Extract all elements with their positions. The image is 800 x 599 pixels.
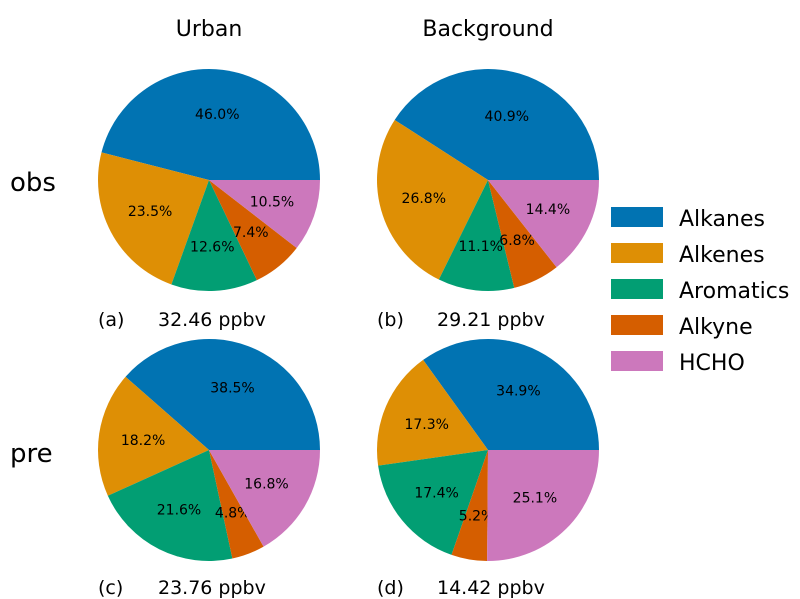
pie-slice-hcho: [209, 180, 320, 249]
pie-slice-hcho: [488, 180, 599, 268]
legend-swatch-hcho: [611, 351, 663, 371]
pie-value-label-alkyne: 7.4%: [233, 225, 269, 241]
pie-panel-b: 40.9% 26.8% 11.1%6.8% 14.4%: [377, 69, 599, 292]
pie-value-label-aromatics: 21.6%: [157, 503, 201, 519]
pie-slice-alkenes: [97, 376, 209, 496]
pie-slice-alkenes: [98, 152, 209, 285]
pie-panel-d: 34.9% 17.3% 17.4%5.2% 25.1%: [376, 338, 599, 562]
row-label-obs: obs: [10, 168, 56, 198]
legend-swatch-aromatics: [611, 279, 663, 299]
pie-value-label-hcho: 16.8%: [244, 477, 288, 493]
pie-value-label-aromatics: 17.4%: [414, 485, 458, 501]
legend-label-aromatics: Aromatics: [679, 279, 789, 304]
legend-swatch-alkyne: [611, 315, 663, 335]
pie-value-label-hcho: 25.1%: [513, 490, 557, 506]
pie-slice-alkanes: [423, 338, 599, 450]
legend: Alkanes Alkenes Aromatics Alkyne HCHO: [611, 207, 789, 376]
pie-panel-a: 46.0% 23.5% 12.6%7.4% 10.5%: [98, 69, 321, 292]
pie-slice-hcho: [209, 450, 320, 547]
pie-slice-aromatics: [107, 450, 233, 562]
pie-slice-alkyne: [209, 450, 264, 559]
pie-slice-alkenes: [376, 359, 488, 466]
pie-value-label-alkenes: 18.2%: [121, 433, 165, 449]
pie-slice-alkyne: [209, 180, 297, 281]
panel-label-a: (a): [98, 309, 124, 331]
panel-total-a: 32.46 ppbv: [158, 309, 266, 331]
pie-slice-alkanes: [394, 69, 599, 180]
legend-label-alkenes: Alkenes: [679, 243, 765, 268]
pie-slice-alkyne: [451, 450, 488, 561]
row-label-pre: pre: [10, 439, 53, 469]
pie-value-label-alkyne: 5.2%: [459, 509, 495, 525]
pie-value-label-alkanes: 34.9%: [496, 384, 540, 400]
panel-label-c: (c): [98, 577, 123, 599]
column-title-urban: Urban: [176, 17, 243, 42]
panel-total-d: 14.42 ppbv: [437, 577, 545, 599]
pie-value-label-alkanes: 40.9%: [485, 109, 529, 125]
pie-panel-c: 38.5% 18.2% 21.6% 4.8% 16.8%: [97, 339, 320, 562]
legend-swatch-alkanes: [611, 207, 663, 227]
pie-value-label-alkanes: 46.0%: [195, 107, 239, 123]
pie-slice-alkenes: [377, 119, 488, 280]
legend-label-alkanes: Alkanes: [679, 207, 765, 232]
panel-total-c: 23.76 ppbv: [158, 577, 266, 599]
panel-label-b: (b): [377, 309, 404, 331]
pie-value-label-aromatics: 12.6%: [190, 240, 234, 256]
pie-slice-aromatics: [171, 180, 257, 292]
pie-value-label-hcho: 14.4%: [526, 202, 570, 218]
pie-slice-alkanes: [101, 69, 321, 180]
pie-slice-aromatics: [378, 450, 488, 555]
legend-label-alkyne: Alkyne: [679, 315, 753, 340]
pie-slice-alkanes: [125, 339, 320, 450]
panel-total-b: 29.21 ppbv: [437, 309, 545, 331]
legend-swatch-alkenes: [611, 243, 663, 263]
pie-slice-alkyne: [488, 180, 557, 288]
pie-value-label-alkanes: 38.5%: [210, 381, 254, 397]
pie-value-label-alkenes: 26.8%: [402, 191, 446, 207]
pie-slice-aromatics: [438, 180, 515, 292]
pie-slice-hcho: [487, 450, 599, 562]
pie-value-label-alkenes: 23.5%: [128, 204, 172, 220]
pie-value-label-aromatics: 11.1%: [458, 239, 502, 255]
pie-value-label-alkenes: 17.3%: [404, 417, 448, 433]
panel-label-d: (d): [377, 577, 404, 599]
pie-value-label-alkyne: 4.8%: [215, 505, 251, 521]
column-title-background: Background: [422, 17, 553, 42]
pie-value-label-hcho: 10.5%: [250, 195, 294, 211]
legend-label-hcho: HCHO: [679, 351, 745, 376]
pie-value-label-alkyne: 6.8%: [499, 233, 535, 249]
